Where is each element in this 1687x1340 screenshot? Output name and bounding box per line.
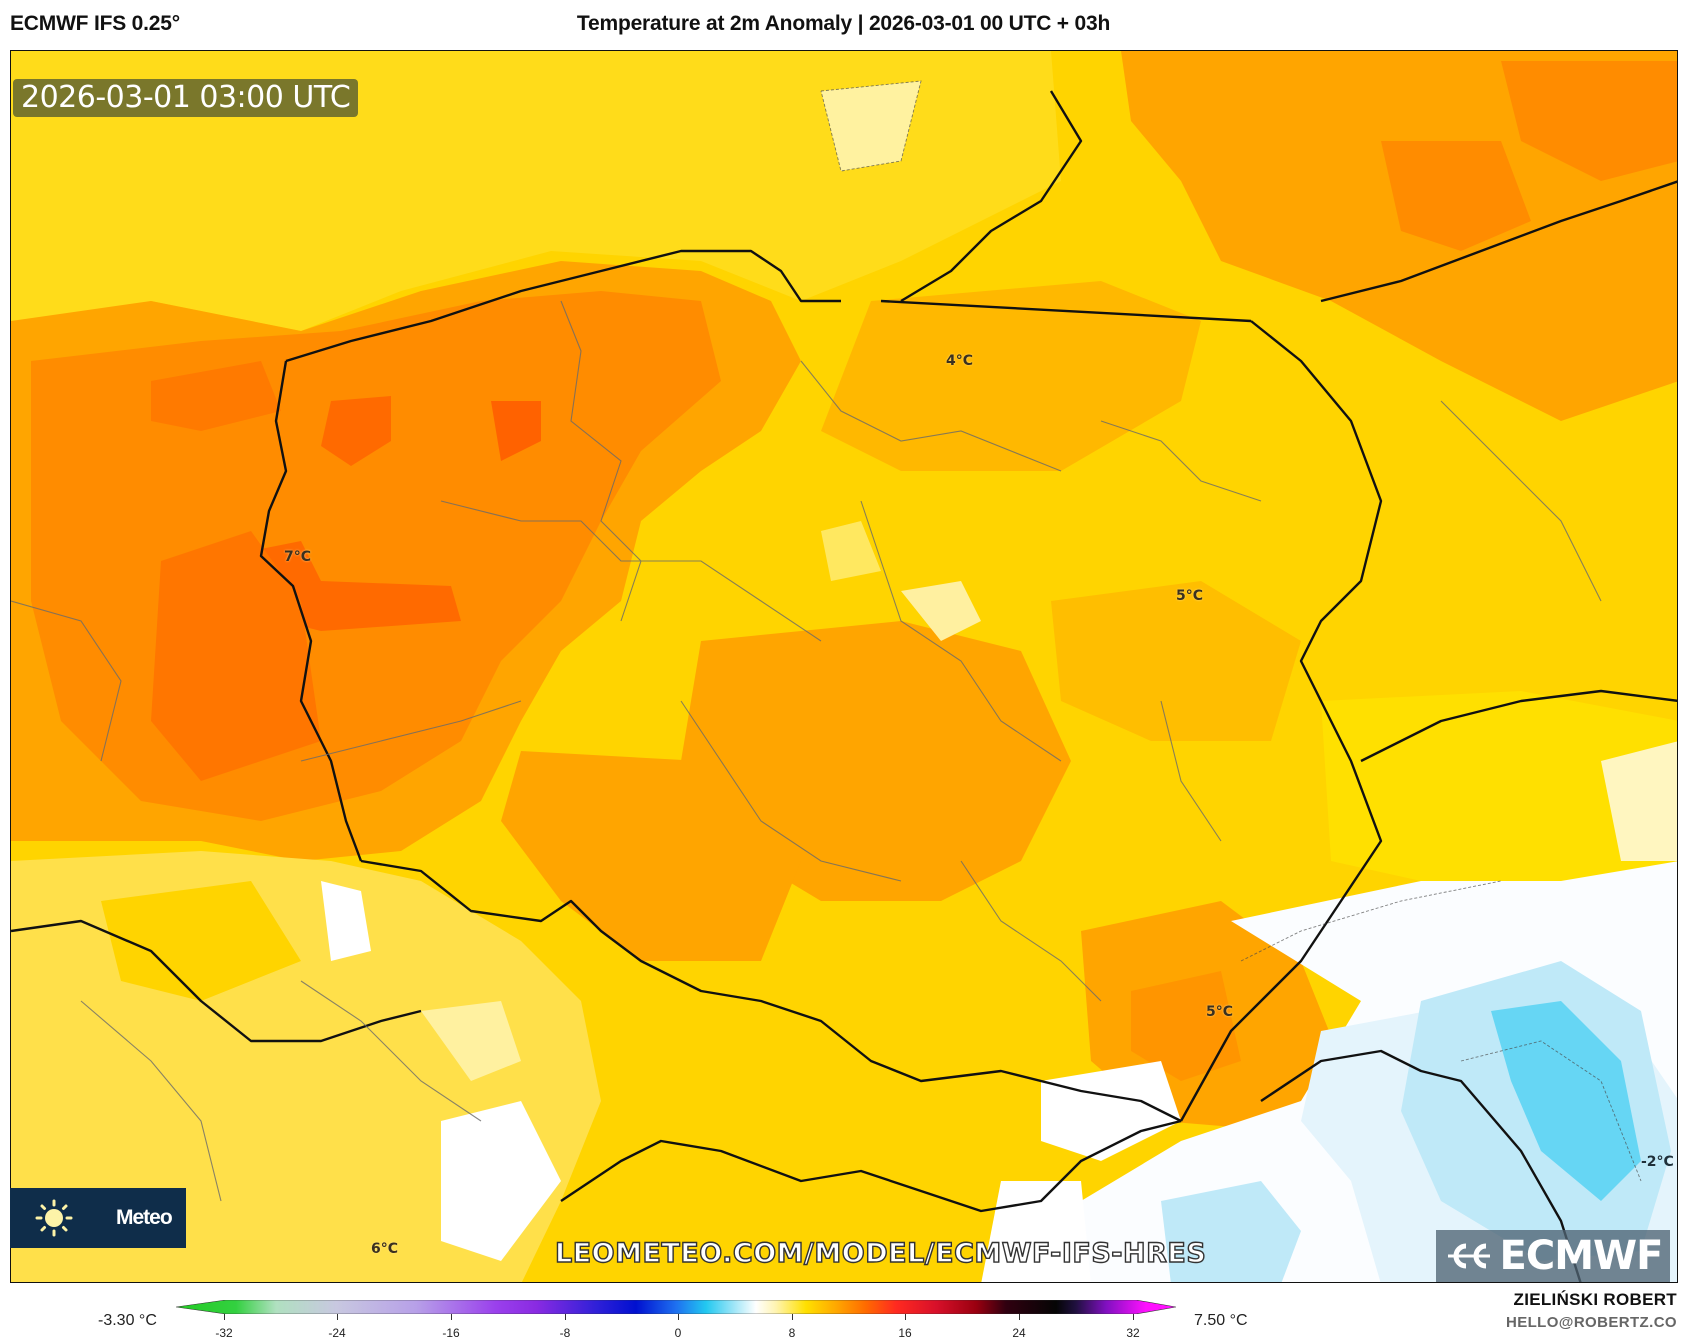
map-title: Temperature at 2m Anomaly | 2026-03-01 0… (576, 12, 1111, 35)
colorbar-tick: -8 (559, 1326, 571, 1340)
temp-label-5c-east: 5°C (1176, 588, 1204, 604)
colorbar-tick: 24 (1012, 1326, 1026, 1340)
tick-mark (337, 1314, 338, 1320)
valid-time-badge: 2026-03-01 03:00 UTC (13, 79, 359, 117)
colorbar-tick: -32 (215, 1326, 233, 1340)
sun-icon (35, 1199, 73, 1237)
ecmwf-logo-icon (1447, 1243, 1490, 1269)
map-contours (11, 51, 1677, 1282)
colorbar-min-value: -3.30 °C (98, 1312, 157, 1329)
temp-label-5c-south: 5°C (1206, 1004, 1234, 1020)
colorbar-tick: 0 (674, 1326, 682, 1340)
colorbar-tick: -24 (328, 1326, 346, 1340)
temp-label-6c: 6°C (371, 1241, 399, 1257)
tick-mark (1019, 1314, 1020, 1320)
colorbar-tick: 16 (898, 1326, 912, 1340)
model-name: ECMWF IFS 0.25° (10, 12, 180, 35)
tick-mark (905, 1314, 906, 1320)
leometeo-badge-text: Meteo (116, 1206, 173, 1229)
temp-label-minus2c: -2°C (1641, 1154, 1674, 1170)
source-watermark: LEOMETEO.COM/MODEL/ECMWF-IFS-HRES (554, 1237, 1207, 1269)
colorbar-tick: 32 (1126, 1326, 1140, 1340)
author-name: ZIELIŃSKI ROBERT (1513, 1290, 1677, 1309)
colorbar-max-value: 7.50 °C (1194, 1312, 1248, 1329)
tick-mark (451, 1314, 452, 1320)
tick-mark (1133, 1314, 1134, 1320)
tick-mark (565, 1314, 566, 1320)
tick-mark (792, 1314, 793, 1320)
ecmwf-logo: ECMWF (1436, 1230, 1670, 1282)
temp-label-7c: 7°C (284, 549, 312, 565)
tick-mark (224, 1314, 225, 1320)
ecmwf-logo-text: ECMWF (1499, 1233, 1664, 1279)
tick-mark (678, 1314, 679, 1320)
leometeo-badge[interactable]: Meteo (10, 1188, 186, 1248)
colorbar (176, 1300, 1176, 1314)
temp-label-4c: 4°C (946, 353, 974, 369)
author-email[interactable]: HELLO@ROBERTZ.CO (1505, 1314, 1677, 1331)
temperature-anomaly-map[interactable]: 2026-03-01 03:00 UTC 4°C 7°C 5°C 5°C -2°… (10, 50, 1678, 1283)
colorbar-tick: 8 (788, 1326, 796, 1340)
colorbar-tick: -16 (442, 1326, 460, 1340)
